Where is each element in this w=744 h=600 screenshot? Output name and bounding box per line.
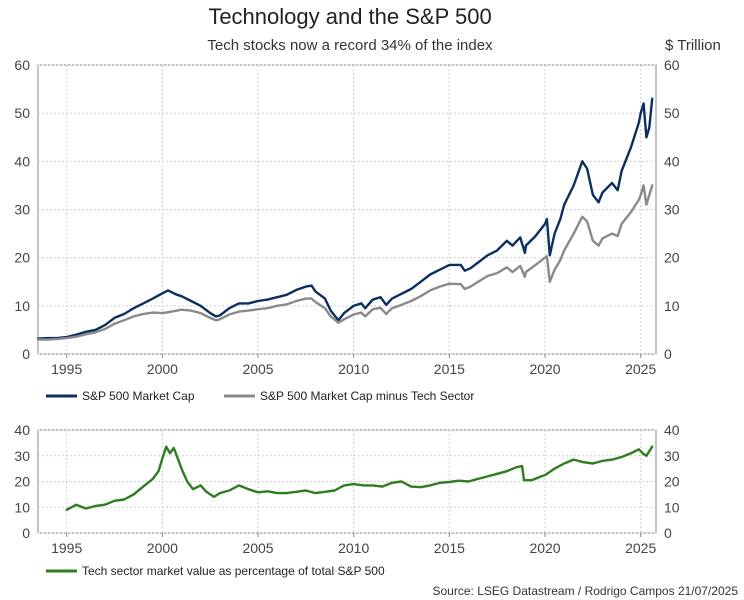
market-cap-ytick-right: 60 xyxy=(664,57,680,73)
market-cap-series-line-1 xyxy=(36,97,654,340)
market-cap-ytick-left: 60 xyxy=(14,57,30,73)
tech-share-ytick-right: 30 xyxy=(664,448,680,464)
tech-share-xtick-label: 2020 xyxy=(529,540,560,556)
tech-share-ytick-left: 20 xyxy=(14,474,30,490)
tech-share-ytick-left: 30 xyxy=(14,448,30,464)
unit-label: $ Trillion xyxy=(665,37,721,54)
market-cap-ytick-right: 50 xyxy=(664,105,680,121)
market-cap-ytick-left: 30 xyxy=(14,202,30,218)
market-cap-xtick-label: 2020 xyxy=(529,361,560,377)
market-cap-ytick-left: 20 xyxy=(14,250,30,266)
chart-subtitle: Tech stocks now a record 34% of the inde… xyxy=(207,37,493,54)
tech-share-ytick-right: 20 xyxy=(664,474,680,490)
market-cap-xtick-label: 2010 xyxy=(338,361,369,377)
tech-share-ytick-right: 10 xyxy=(664,499,680,515)
market-cap-ytick-right: 10 xyxy=(664,298,680,314)
market-cap-ytick-right: 20 xyxy=(664,250,680,266)
tech-share-series-line-1 xyxy=(65,445,654,511)
legend-label-tech-share: Tech sector market value as percentage o… xyxy=(82,564,385,578)
tech-share-ytick-left: 40 xyxy=(14,422,30,438)
market-cap-xtick-label: 2005 xyxy=(242,361,273,377)
tech-share-xtick-label: 2010 xyxy=(338,540,369,556)
tech-share-xtick-label: 1995 xyxy=(51,540,82,556)
market-cap-ytick-right: 40 xyxy=(664,153,680,169)
tech-share-xtick-label: 2015 xyxy=(434,540,465,556)
market-cap-xtick-label: 2015 xyxy=(434,361,465,377)
tech-share-ytick-left: 0 xyxy=(22,525,30,541)
tech-share-ytick-right: 0 xyxy=(664,525,672,541)
source-note: Source: LSEG Datastream / Rodrigo Campos… xyxy=(432,584,739,598)
market-cap-xtick-label: 1995 xyxy=(51,361,82,377)
chart-title: Technology and the S&P 500 xyxy=(208,4,492,29)
legend-label-sp500: S&P 500 Market Cap xyxy=(82,389,195,403)
market-cap-ytick-left: 0 xyxy=(22,346,30,362)
market-cap-series-line-2 xyxy=(36,184,654,341)
tech-share-xtick-label: 2025 xyxy=(625,540,656,556)
market-cap-xtick-label: 2000 xyxy=(147,361,178,377)
tech-share-ytick-left: 10 xyxy=(14,499,30,515)
tech-share-xtick-label: 2000 xyxy=(147,540,178,556)
market-cap-ytick-left: 10 xyxy=(14,298,30,314)
market-cap-ytick-left: 40 xyxy=(14,153,30,169)
market-cap-ytick-right: 30 xyxy=(664,202,680,218)
market-cap-ytick-left: 50 xyxy=(14,105,30,121)
tech-share-xtick-label: 2005 xyxy=(242,540,273,556)
market-cap-xtick-label: 2025 xyxy=(625,361,656,377)
market-cap-ytick-right: 0 xyxy=(664,346,672,362)
legend-label-ex-tech: S&P 500 Market Cap minus Tech Sector xyxy=(260,389,474,403)
tech-share-ytick-right: 40 xyxy=(664,422,680,438)
